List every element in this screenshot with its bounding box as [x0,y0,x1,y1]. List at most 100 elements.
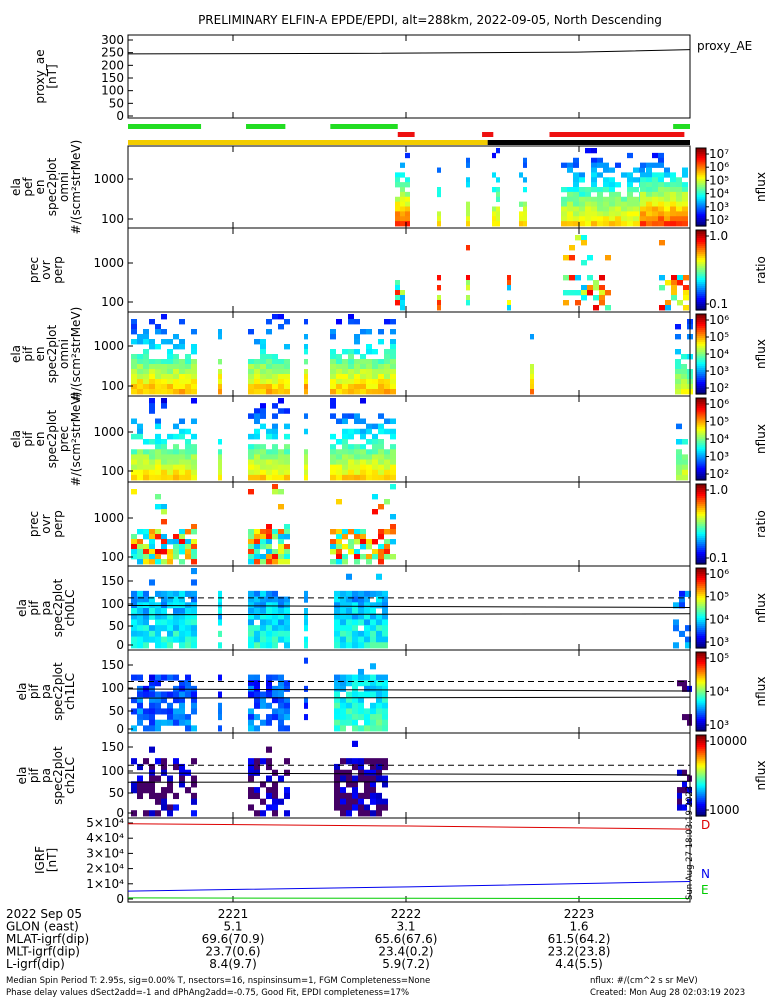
spec-cell [254,469,260,476]
colorbar-cell [696,813,706,817]
spec-cell [304,697,308,704]
spec-cell [266,428,272,435]
spec-cell [272,708,278,715]
spec-cell [149,636,155,643]
colorbar-label: nflux [754,339,768,369]
spec-cell [354,464,360,471]
spec-cell [384,544,390,550]
spec-cell [185,529,191,535]
spec-cell [254,702,260,709]
spec-cell [248,374,254,380]
spec-cell [575,275,581,281]
colorbar-cell [696,646,706,649]
spec-cell [670,177,676,183]
spec-cell [340,810,346,817]
spec-cell [143,529,149,535]
spec-cell [372,423,378,430]
colorbar-cell [696,324,706,327]
spec-cell [248,714,254,721]
spec-cell [272,781,278,788]
colorbar-cell [696,326,706,329]
spec-cell [218,708,222,715]
spec-cell [278,725,284,732]
colorbar-cell [696,747,706,750]
colorbar-cell [696,155,706,159]
ela-pif-pa-ch1LC-frame [127,649,691,734]
spec-cell [161,697,167,704]
y-axis-label: pef [21,177,35,197]
spec-cell [523,206,527,212]
spec-cell [336,374,342,380]
spec-cell [161,596,167,603]
spec-cell [272,804,278,811]
colorbar-cell [696,755,706,758]
spec-cell [137,379,143,385]
colorbar-cell [696,522,706,525]
spec-cell [370,674,376,681]
colorbar-cell [696,412,706,415]
spec-cell [492,172,496,178]
spec-cell [390,329,396,335]
spec-cell [437,300,441,306]
spec-cell [567,196,573,203]
spec-cell [354,389,360,395]
loss-cone-line [127,780,691,783]
spec-cell [376,775,382,782]
colorbar-cell [696,715,706,718]
colorbar-cell [696,644,706,647]
spec-cell [364,596,370,603]
footer-row-value: 5.1 [223,920,242,934]
spec-cell [579,221,585,227]
spec-cell [346,702,352,709]
spec-cell [191,798,197,805]
colorbar-cell [696,626,706,629]
spec-cell [278,454,284,460]
spec-cell [372,494,378,500]
spec-cell [364,674,370,681]
colorbar-cell [696,159,706,163]
colorbar-tick-label: 10⁴ [709,432,729,446]
spec-cell [400,162,405,168]
spec-cell [382,613,388,620]
spec-cell [149,763,155,771]
spec-cell [603,187,609,193]
spec-cell [679,630,685,637]
y-axis-label: ela [15,682,29,700]
spec-cell [627,191,633,198]
y-axis-label: en [33,180,47,195]
spec-cell [254,758,260,765]
spec-cell [676,182,682,188]
spec-cell [382,781,388,788]
spec-cell [155,702,161,709]
footer-row-value: 23.4(0.2) [378,945,433,959]
spec-cell [185,389,191,395]
colorbar-cell [696,278,706,281]
spec-cell [659,285,665,291]
spec-cell [507,305,511,311]
spec-cell [615,206,621,212]
colorbar-cell [696,436,706,440]
y-tick-label: 3×10⁴ [86,846,124,860]
spec-cell [400,290,405,296]
colorbar-cell [696,632,706,635]
spec-cell [254,590,260,597]
spec-cell [161,339,167,345]
spec-cell [609,216,615,222]
spec-cell [278,691,284,698]
spec-cell [149,810,155,817]
y-tick-label: 100 [101,681,124,695]
spec-cell [266,329,272,335]
spec-cell [677,280,683,286]
y-tick-label: 0 [116,722,124,736]
footer-row-value: 23.7(0.6) [205,945,260,959]
spec-cell [496,148,500,154]
colorbar-frame [695,734,707,817]
spec-cell [627,172,633,178]
spec-cell [658,201,664,207]
spec-cell [173,534,179,540]
spec-cell [272,619,278,626]
spec-cell [561,221,567,227]
spec-cell [191,691,197,698]
spec-cell [272,691,278,698]
colorbar-cell [696,475,706,479]
